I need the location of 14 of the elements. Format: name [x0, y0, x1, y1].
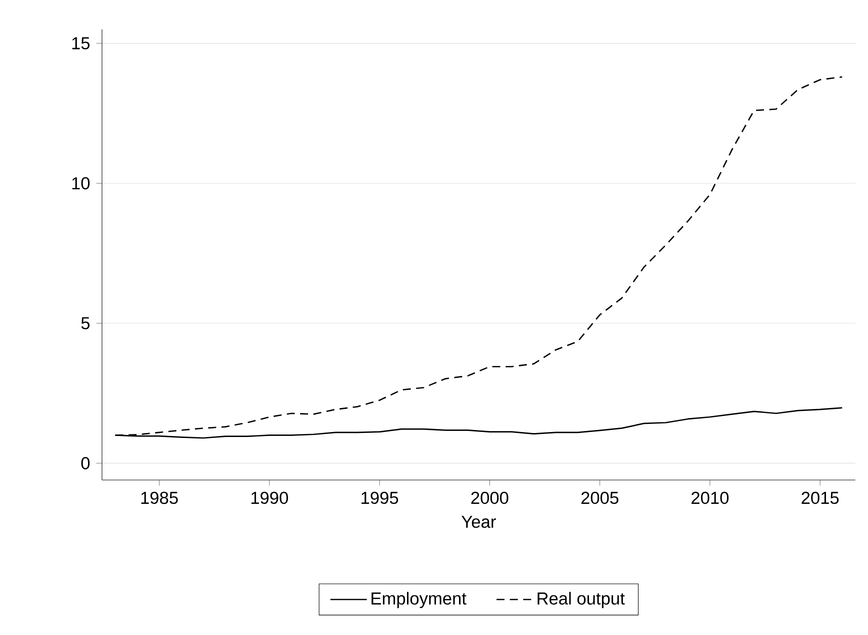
x-tick-label: 2000: [471, 492, 508, 504]
y-tick-label: 15: [72, 37, 90, 50]
y-tick-label: 0: [81, 457, 90, 470]
y-tick-label: 10: [72, 177, 90, 190]
legend-label: Real output: [538, 592, 625, 608]
legend-label: Employment: [372, 592, 466, 608]
x-tick-label: 1985: [141, 492, 178, 504]
x-axis-title: Year: [462, 516, 496, 528]
x-tick-label: 2005: [581, 492, 618, 504]
x-tick-label: 2015: [802, 492, 839, 504]
x-tick-label: 1990: [251, 492, 288, 504]
y-tick-label: 5: [81, 317, 90, 330]
x-tick-label: 2010: [692, 492, 729, 504]
x-tick-label: 1995: [362, 492, 398, 504]
